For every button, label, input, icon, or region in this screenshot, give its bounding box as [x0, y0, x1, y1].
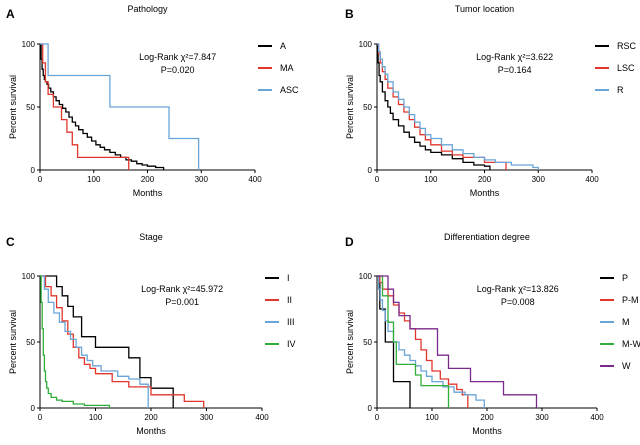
- panel-d-x-tick-label: 400: [590, 413, 604, 422]
- panel-d-x-tick-label: 0: [375, 413, 380, 422]
- panel-c-x-tick-label: 200: [144, 413, 158, 422]
- panel-d-y-axis-label: Percent survival: [345, 310, 355, 374]
- panel-c-x-tick-label: 300: [200, 413, 214, 422]
- panel-b-x-tick-label: 200: [478, 175, 492, 184]
- panel-d-x-axis-label: Months: [472, 426, 502, 436]
- panel-a-y-axis-label: Percent survival: [8, 75, 18, 139]
- panel-c-legend-label-ii: II: [287, 295, 292, 305]
- panel-d-x-tick-label: 100: [425, 413, 439, 422]
- panel-c-logrank-stat: Log-Rank χ²=45.972: [141, 284, 223, 294]
- panel-b-y-axis-label: Percent survival: [345, 75, 355, 139]
- panel-d-series-p-m: [377, 275, 469, 408]
- panel-b-p-value: P=0.164: [498, 65, 532, 75]
- panel-b-legend-label-rsc: RSC: [617, 41, 637, 51]
- panel-a-y-tick-label: 50: [26, 103, 35, 112]
- panel-c-y-axis-label: Percent survival: [8, 310, 18, 374]
- panel-d-series-m: [377, 275, 485, 408]
- panel-b-x-tick-label: 0: [375, 175, 380, 184]
- panel-a-x-tick-label: 200: [141, 175, 155, 184]
- panel-d-y-tick-label: 50: [363, 338, 372, 347]
- panel-a-x-tick-label: 0: [38, 175, 43, 184]
- panel-a-x-tick-label: 100: [87, 175, 101, 184]
- panel-a-y-tick-label: 0: [31, 166, 36, 175]
- panel-c-y-tick-label: 50: [26, 338, 35, 347]
- panel-b-legend-label-r: R: [617, 85, 624, 95]
- panel-b-x-tick-label: 300: [532, 175, 546, 184]
- panel-c-x-tick-label: 400: [255, 413, 269, 422]
- panel-c-x-tick-label: 0: [38, 413, 43, 422]
- panel-a-letter: A: [6, 7, 15, 21]
- panel-d-legend-label-m-w: M-W: [622, 339, 640, 349]
- panel-d-legend-label-p-m: P-M: [622, 295, 639, 305]
- panel-c-letter: C: [6, 235, 15, 249]
- panel-d-y-tick-label: 0: [368, 404, 373, 413]
- panel-b-logrank-stat: Log-Rank χ²=3.622: [476, 52, 553, 62]
- panel-c-legend-label-iv: IV: [287, 339, 296, 349]
- panel-d-series-w: [377, 275, 538, 408]
- panel-c-x-axis-label: Months: [136, 426, 166, 436]
- panel-b-series-rsc: [377, 43, 491, 170]
- panel-b-x-axis-label: Months: [470, 188, 500, 198]
- panel-b-group: B Tumor location 0 100 200 300 400 0 50 100 Months…: [345, 4, 637, 198]
- panel-c-series-iv: [40, 275, 111, 408]
- panel-d-logrank-stat: Log-Rank χ²=13.826: [477, 284, 559, 294]
- panel-d-legend-label-m: M: [622, 317, 630, 327]
- panel-a-legend-label-ma: MA: [280, 63, 294, 73]
- panel-c-y-tick-label: 0: [31, 404, 36, 413]
- panel-d-series-m-w: [377, 275, 450, 408]
- panel-c-legend-label-iii: III: [287, 317, 295, 327]
- panel-d-legend-label-w: W: [622, 361, 631, 371]
- panel-b-x-tick-label: 400: [585, 175, 599, 184]
- panel-a-x-tick-label: 300: [195, 175, 209, 184]
- panel-b-y-tick-label: 100: [359, 40, 373, 49]
- panel-b-y-tick-label: 0: [368, 166, 373, 175]
- panel-d-title: Differentiation degree: [444, 232, 530, 242]
- panel-c-series-ii: [40, 275, 205, 408]
- panel-a-series-asc: [40, 43, 200, 170]
- panel-a-group: A Pathology 0 100 200 300 400 0 50 100 Months Perce…: [6, 4, 299, 198]
- panel-a-logrank-stat: Log-Rank χ²=7.847: [139, 52, 216, 62]
- panel-b-letter: B: [345, 7, 354, 21]
- panel-d-x-tick-label: 300: [535, 413, 549, 422]
- panel-c-series-iii: [40, 275, 149, 408]
- panel-a-legend-label-asc: ASC: [280, 85, 299, 95]
- panel-d-p-value: P=0.008: [501, 297, 535, 307]
- panel-c-x-tick-label: 100: [89, 413, 103, 422]
- panel-b-series-lsc: [377, 43, 507, 170]
- panel-b-legend-label-lsc: LSC: [617, 63, 635, 73]
- panel-d-x-tick-label: 200: [480, 413, 494, 422]
- panel-a-p-value: P=0.020: [161, 65, 195, 75]
- panel-d-group: D Differentiation degree 0 100 200 300 400 0 50 1…: [345, 232, 640, 436]
- panel-a-y-tick-label: 100: [22, 40, 36, 49]
- panel-c-y-tick-label: 100: [22, 272, 36, 281]
- panel-c-legend-label-i: I: [287, 273, 290, 283]
- panel-c-p-value: P=0.001: [165, 297, 199, 307]
- panel-c-series-i: [40, 275, 174, 408]
- panel-a-series-ma: [40, 43, 130, 170]
- panel-a-title: Pathology: [127, 4, 168, 14]
- panel-d-legend-label-p: P: [622, 273, 628, 283]
- panel-b-series-r: [377, 43, 539, 170]
- panel-b-y-tick-label: 50: [363, 103, 372, 112]
- panel-d-y-tick-label: 100: [359, 272, 373, 281]
- panel-b-x-tick-label: 100: [424, 175, 438, 184]
- panel-c-group: C Stage 0 100 200 300 400 0 50 100 Months Percent s…: [6, 232, 296, 436]
- panel-a-legend-label-a: A: [280, 41, 286, 51]
- panel-d-letter: D: [345, 235, 354, 249]
- panel-c-title: Stage: [139, 232, 163, 242]
- panel-a-x-axis-label: Months: [133, 188, 163, 198]
- panel-d-series-p: [377, 275, 411, 408]
- panel-a-x-tick-label: 400: [248, 175, 262, 184]
- panel-b-title: Tumor location: [455, 4, 514, 14]
